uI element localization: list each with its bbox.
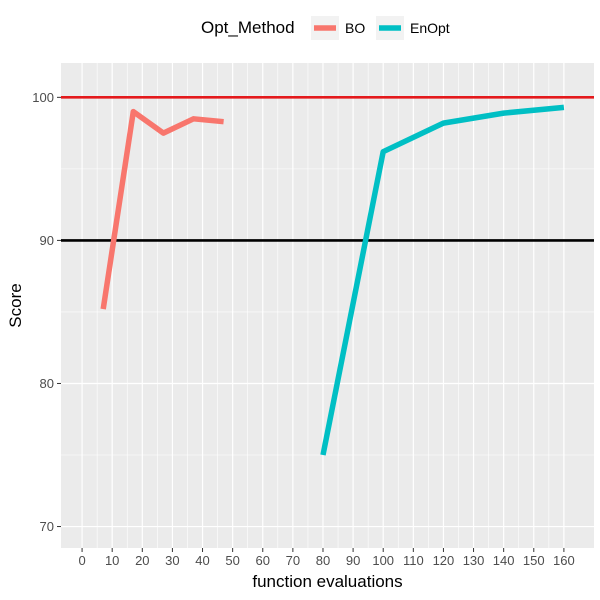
legend: Opt_Method BO EnOpt (201, 16, 450, 40)
x-tick-label: 70 (286, 553, 300, 568)
legend-title: Opt_Method (201, 18, 295, 37)
x-tick-label: 0 (78, 553, 85, 568)
y-tick-label: 70 (40, 519, 54, 534)
series-lines (100, 104, 565, 456)
x-tick-label: 110 (403, 553, 424, 568)
x-tick-label: 20 (135, 553, 149, 568)
x-axis-ticks: 0 10 20 30 40 50 60 70 80 90 100 110 120 130 140 150 160 (78, 548, 575, 568)
x-axis-title: function evaluations (252, 572, 402, 591)
x-tick-label: 120 (433, 553, 455, 568)
plot-panel (61, 63, 594, 548)
y-tick-label: 80 (40, 376, 54, 391)
x-tick-label: 100 (372, 553, 394, 568)
y-tick-label: 90 (40, 233, 54, 248)
reference-lines (61, 96, 594, 242)
y-axis-title: Score (6, 283, 25, 327)
x-tick-label: 50 (225, 553, 239, 568)
y-axis-ticks: 70 80 90 100 (32, 90, 61, 534)
x-tick-label: 140 (493, 553, 515, 568)
x-tick-label: 160 (553, 553, 575, 568)
x-tick-label: 60 (256, 553, 270, 568)
legend-label-enopt: EnOpt (410, 20, 450, 36)
x-tick-label: 40 (195, 553, 209, 568)
x-tick-label: 130 (463, 553, 485, 568)
x-tick-label: 150 (523, 553, 545, 568)
x-tick-label: 90 (346, 553, 360, 568)
y-tick-label: 100 (32, 90, 54, 105)
x-tick-label: 80 (316, 553, 330, 568)
x-tick-label: 30 (165, 553, 179, 568)
legend-label-bo: BO (345, 20, 365, 36)
x-tick-label: 10 (105, 553, 119, 568)
